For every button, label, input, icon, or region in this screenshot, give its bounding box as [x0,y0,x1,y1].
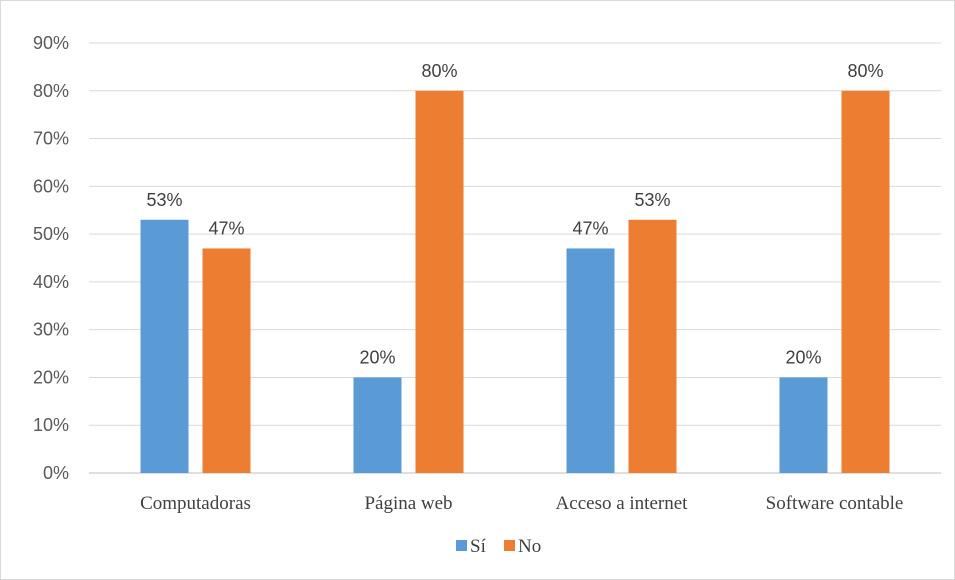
data-label: 53% [146,190,182,210]
data-label: 80% [421,61,457,81]
bar-si [566,248,615,473]
legend-label: No [518,536,541,557]
y-tick-label: 40% [33,272,69,292]
category-label: Computadoras [140,493,251,514]
y-tick-label: 30% [33,320,69,340]
bar-no [841,90,890,474]
data-label: 47% [572,218,608,238]
category-label: Página web [364,493,452,514]
bar-si [353,377,402,473]
y-tick-label: 60% [33,176,69,196]
y-tick-label: 80% [33,81,69,101]
data-label: 20% [359,347,395,367]
legend-label: Sí [470,536,487,557]
bar-no [202,248,251,473]
data-label: 53% [634,190,670,210]
data-label: 20% [785,347,821,367]
bar-si [779,377,828,473]
bar-no [415,90,464,474]
bar-si [140,219,189,473]
y-tick-label: 20% [33,367,69,387]
category-label: Acceso a internet [556,493,689,514]
legend-swatch [456,540,467,551]
y-tick-label: 10% [33,415,69,435]
y-tick-label: 0% [43,463,69,483]
category-label: Software contable [766,493,904,514]
y-tick-label: 70% [33,129,69,149]
bar-no [628,219,677,473]
y-tick-label: 50% [33,224,69,244]
data-label: 47% [208,218,244,238]
y-tick-label: 90% [33,33,69,53]
data-label: 80% [847,61,883,81]
legend-swatch [504,540,515,551]
